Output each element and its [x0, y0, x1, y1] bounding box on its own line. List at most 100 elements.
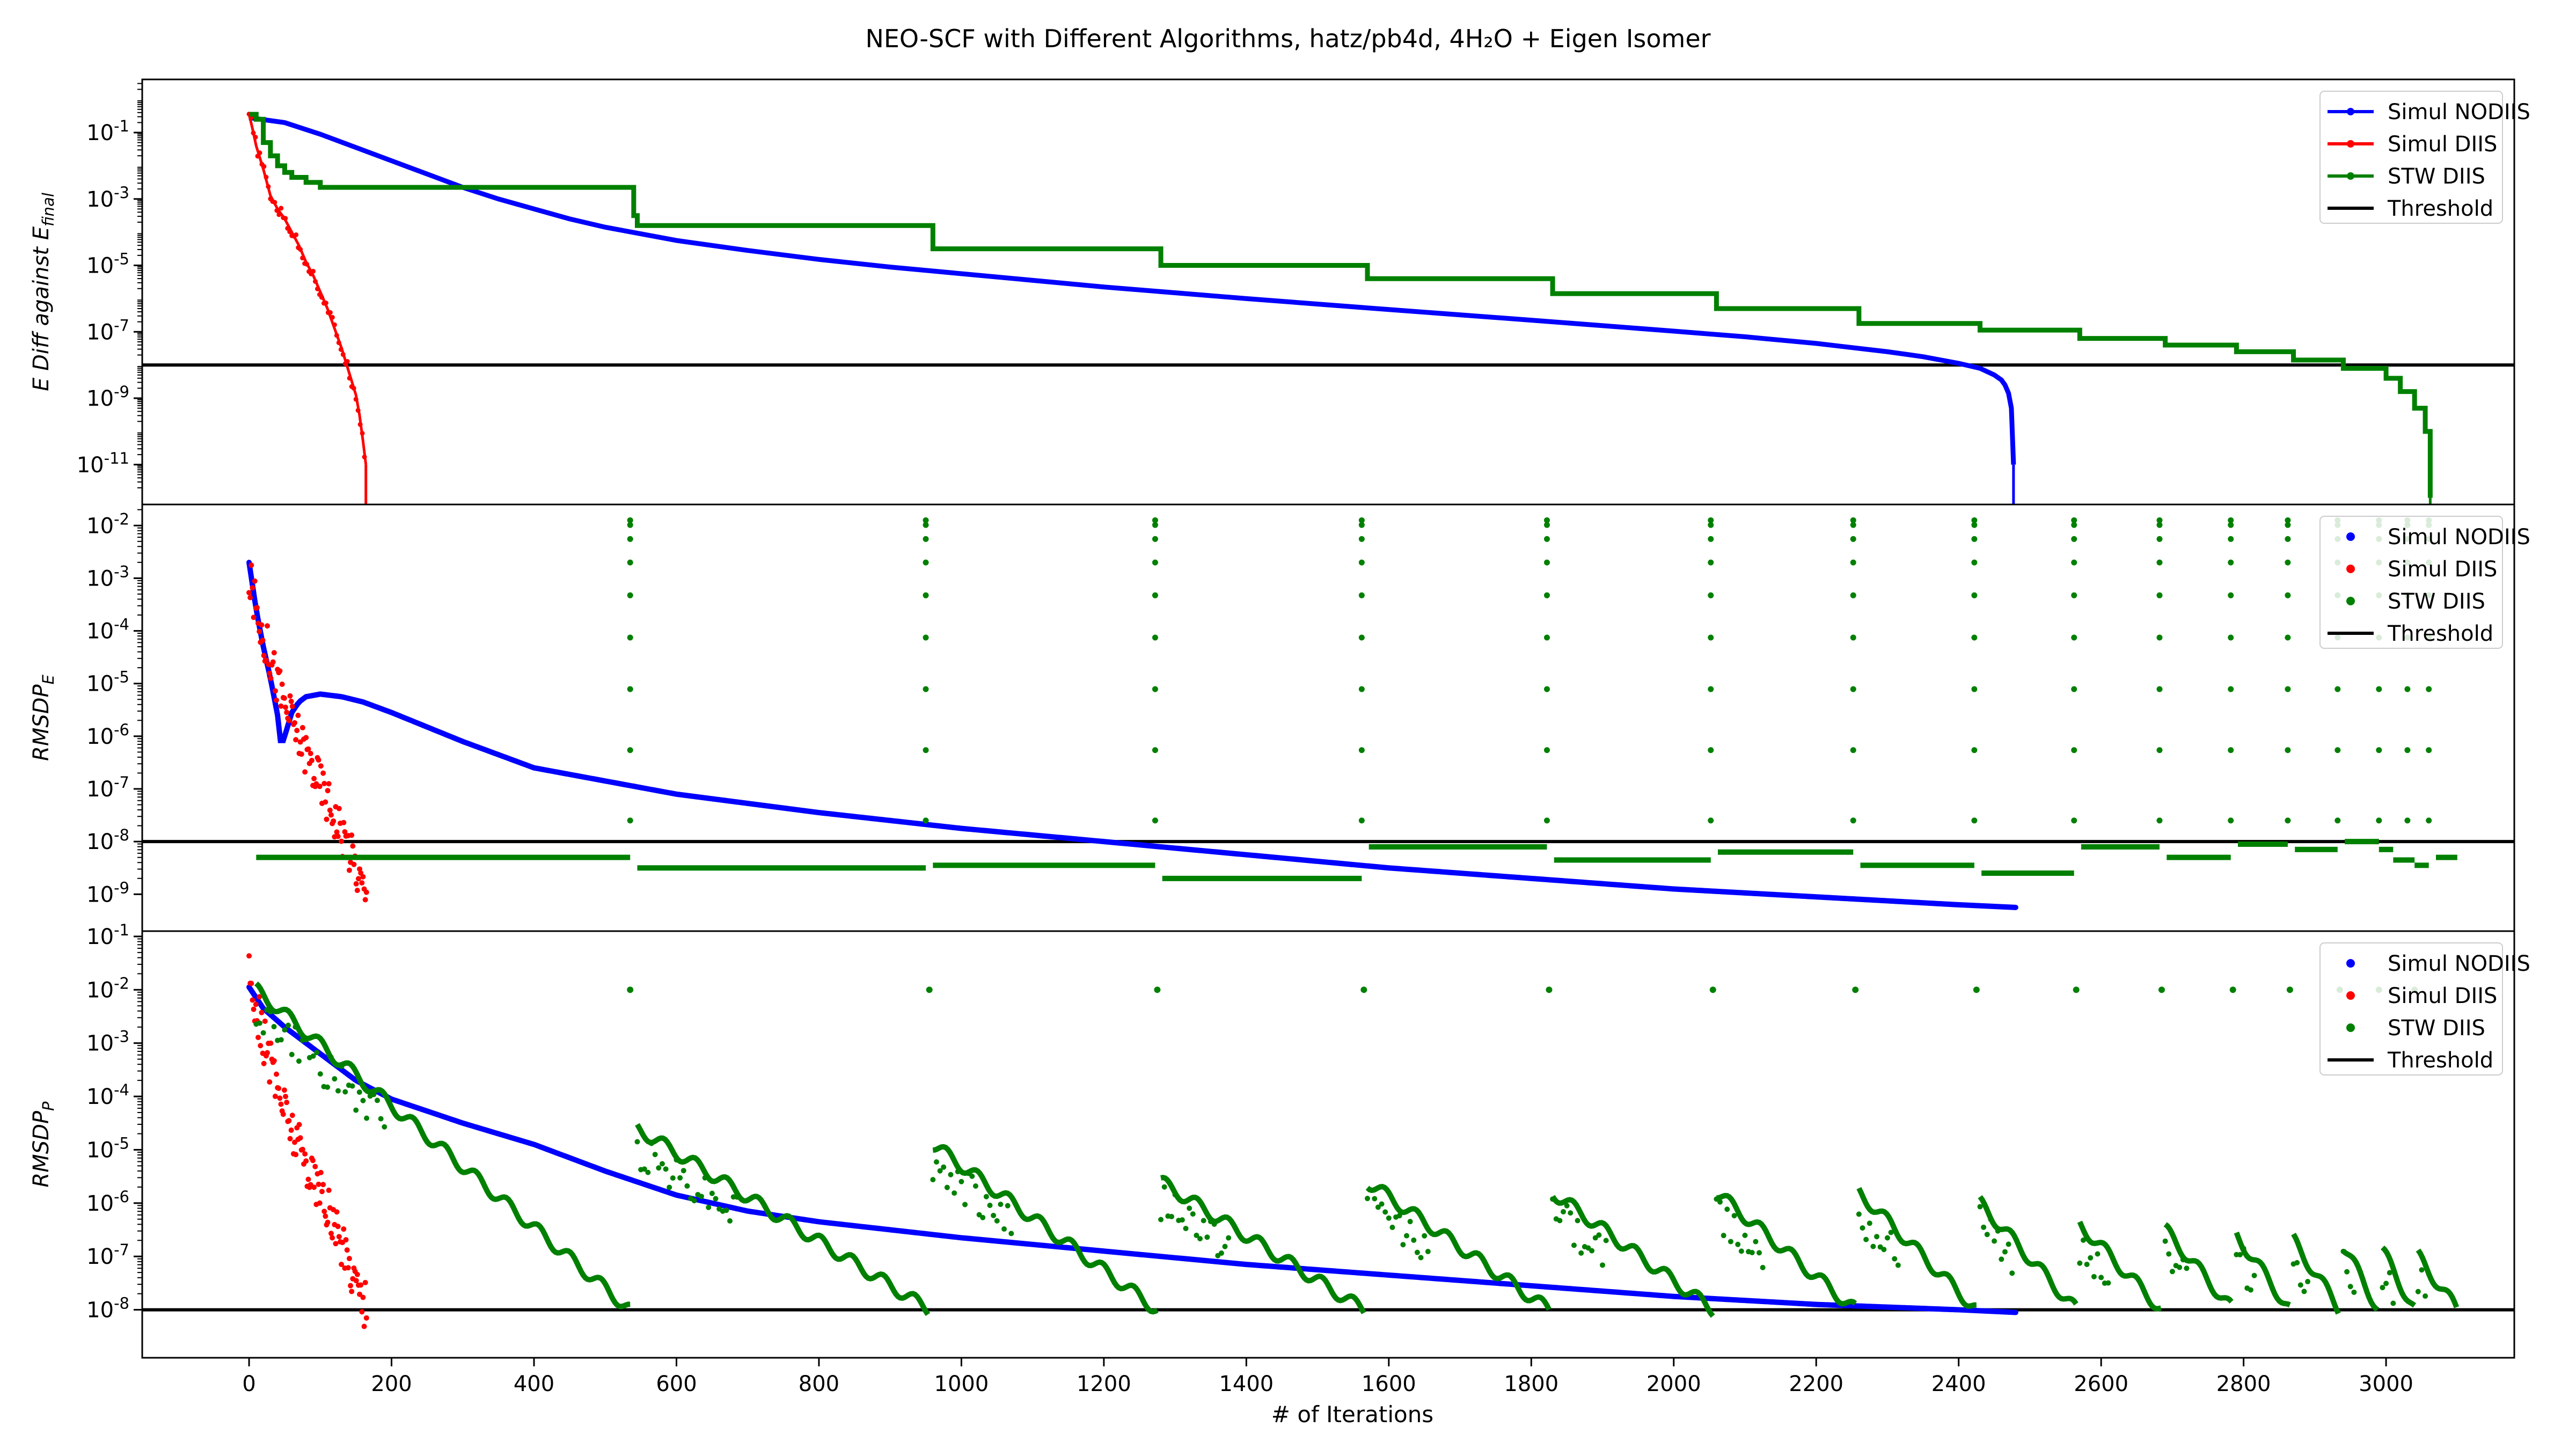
legend-label-1-2: STW DIIS: [2388, 164, 2485, 189]
series-simul-diis-2-marker: [246, 590, 252, 596]
x-tick-label-8: 1600: [1362, 1372, 1416, 1396]
legend-handle-marker: [2346, 1023, 2355, 1032]
series-simul-diis-1-marker: [264, 174, 269, 180]
series-stw-diis-3-marker: [2297, 1282, 2303, 1288]
series-simul-diis-1-marker: [313, 279, 318, 284]
series-stw-diis-3-marker: [1218, 1250, 1224, 1256]
series-stw-diis-3-marker: [991, 1212, 997, 1218]
series-simul-diis-3-marker: [334, 1209, 340, 1215]
series-simul-diis-2-marker: [281, 695, 287, 701]
series-stw-diis-3-marker: [1860, 1225, 1865, 1231]
series-stw-diis-3-marker: [1400, 1242, 1406, 1248]
series-stw-diis-3-marker: [282, 1027, 288, 1033]
series-simul-diis-2-marker: [309, 758, 314, 764]
series-stw-diis-3-marker: [1204, 1234, 1210, 1240]
series-stw-diis-2-spike-point: [1971, 536, 1978, 542]
series-stw-diis-3-spike-point: [2073, 986, 2080, 993]
series-stw-diis-2-spike-point: [627, 686, 633, 692]
series-stw-diis-3-marker: [1753, 1239, 1759, 1245]
series-stw-diis-2-spike-point: [923, 747, 929, 753]
series-stw-diis-3-marker: [933, 1159, 939, 1165]
series-simul-diis-1-marker: [261, 164, 267, 169]
series-simul-diis-3-marker: [358, 1282, 364, 1288]
series-stw-diis-2-spike-point: [1543, 522, 1550, 528]
series-stw-diis-3-segment: [2416, 1248, 2460, 1308]
series-simul-diis-3-marker: [318, 1169, 324, 1175]
series-stw-diis-2-spike-point: [1708, 559, 1714, 566]
series-stw-diis-3-marker: [296, 1058, 302, 1064]
series-stw-diis-2-spike-point: [923, 817, 929, 824]
series-simul-diis-3-marker: [268, 1040, 274, 1046]
series-simul-diis-3-marker: [284, 1100, 290, 1106]
series-simul-diis-3-marker: [265, 1050, 270, 1056]
series-stw-diis-3-spike-point: [627, 986, 634, 993]
series-stw-diis-3-marker: [356, 1089, 362, 1095]
series-simul-diis-2-marker: [287, 693, 293, 699]
series-stw-diis-3-segment: [1160, 1174, 1366, 1314]
series-stw-diis-2-spike-point: [2228, 522, 2234, 528]
series-stw-diis-2-spike-point: [1708, 536, 1714, 542]
series-stw-diis-2-spike-point: [1971, 559, 1978, 566]
series-stw-diis-2-spike-point: [2228, 747, 2234, 753]
series-simul-diis-3-marker: [283, 1094, 289, 1100]
series-stw-diis-3-marker: [349, 1083, 355, 1089]
series-stw-diis-2-spike-point: [1850, 634, 1856, 641]
legend-box-1: [2319, 91, 2503, 224]
series-stw-diis-3-marker: [1592, 1235, 1598, 1241]
series-stw-diis-2-spike-point: [2285, 522, 2291, 528]
series-stw-diis-2-spike-point: [1358, 522, 1365, 528]
series-stw-diis-3-marker: [930, 1177, 936, 1183]
series-simul-diis-2-marker: [283, 704, 289, 710]
series-stw-diis-3-marker: [2347, 1284, 2353, 1290]
series-simul-diis-2-marker: [247, 595, 253, 601]
series-simul-diis-2-marker: [318, 763, 324, 769]
series-stw-diis-3-marker: [2098, 1275, 2104, 1280]
series-stw-diis-3-marker: [1194, 1232, 1199, 1238]
series-simul-diis-2-marker: [350, 843, 356, 849]
series-simul-diis-3-marker: [335, 1224, 341, 1230]
series-simul-diis-2-marker: [354, 888, 360, 894]
series-simul-diis-2-marker: [360, 874, 366, 880]
series-stw-diis-2-spike-point: [2071, 817, 2077, 824]
series-stw-diis-2-spike-point: [1543, 559, 1550, 566]
series-simul-diis-2-marker: [299, 724, 305, 730]
series-simul-diis-3-marker: [326, 1187, 332, 1193]
series-stw-diis-3-marker: [1742, 1232, 1748, 1238]
series-stw-diis-2-spike-point: [2426, 686, 2432, 692]
series-stw-diis-3-marker: [257, 1020, 263, 1026]
series-stw-diis-3-marker: [2390, 1300, 2396, 1306]
series-stw-diis-3-marker: [684, 1183, 690, 1189]
series-stw-diis-3-marker: [641, 1166, 647, 1172]
series-simul-diis-2-marker: [324, 816, 330, 822]
x-tick-label-3: 600: [656, 1372, 697, 1396]
series-stw-diis-2-spike-point: [2156, 634, 2163, 641]
series-stw-diis-2-spike-point: [1850, 559, 1856, 566]
legend-handle-marker: [2346, 959, 2355, 968]
x-tick-label-5: 1000: [934, 1372, 989, 1396]
panel-2: 10-2 10-3 10-4 10-5 10-6 10-7 10-8 10-9 RMSDPE Si…: [29, 503, 2530, 932]
legend-handle-marker: [2346, 991, 2355, 1000]
series-stw-diis-3-marker: [382, 1124, 387, 1130]
series-simul-diis-2-marker: [265, 623, 270, 629]
series-stw-diis-3-marker: [958, 1179, 964, 1184]
series-simul-diis-1-marker: [300, 255, 305, 261]
series-simul-diis-3: [246, 953, 369, 1329]
series-stw-diis-2-spike-point: [2228, 592, 2234, 598]
series-stw-diis-3-marker: [994, 1218, 1000, 1224]
series-simul-diis-3-marker: [325, 1219, 331, 1225]
series-stw-diis-3-marker: [2002, 1249, 2008, 1255]
series-stw-diis-3-marker: [364, 1115, 370, 1121]
legend-handle-marker: [2347, 172, 2354, 180]
y-axis-ticks-1: 10-1 10-3 10-5 10-7 10-9 10-11: [77, 83, 142, 488]
series-stw-diis-2-spike-point: [2228, 559, 2234, 566]
series-stw-diis-3-marker: [649, 1140, 655, 1146]
series-simul-diis-3-marker: [261, 1060, 267, 1066]
series-simul-diis-2-marker: [261, 653, 267, 658]
series-stw-diis-2-spike-point: [2285, 536, 2291, 542]
y-tick-label-2-7: 10-9: [86, 879, 129, 907]
series-stw-diis-2-spike-point: [2426, 817, 2432, 824]
series-stw-diis-2-spike-point: [1850, 517, 1856, 523]
series-stw-diis-3-marker: [1995, 1228, 2001, 1234]
y-tick-label-3-1: 10-2: [86, 974, 129, 1002]
series-stw-diis-3-marker: [1992, 1238, 1997, 1244]
